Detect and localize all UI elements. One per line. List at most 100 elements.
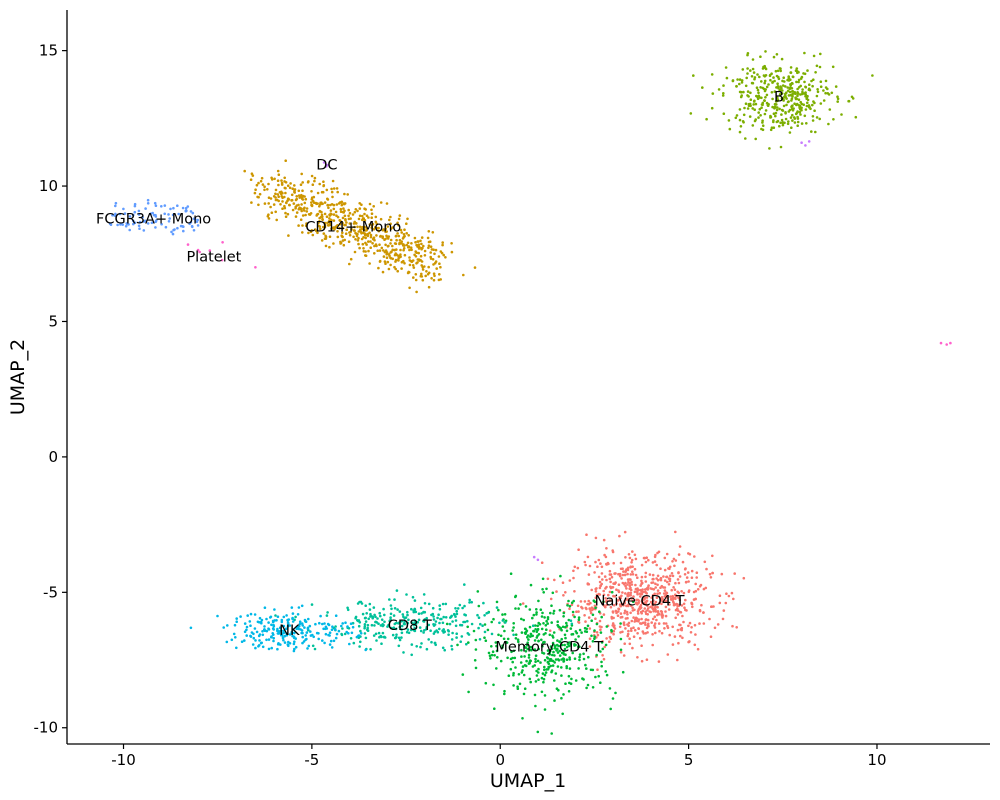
data-point xyxy=(357,624,361,628)
data-point xyxy=(190,224,194,228)
data-point xyxy=(432,278,436,282)
data-point xyxy=(695,576,698,579)
data-point xyxy=(400,628,403,631)
data-point xyxy=(398,638,402,642)
data-point xyxy=(400,624,404,628)
data-point xyxy=(568,579,572,582)
data-point xyxy=(263,185,266,188)
data-point xyxy=(424,274,428,278)
data-point xyxy=(779,85,782,88)
data-point xyxy=(346,606,349,610)
data-point xyxy=(690,569,694,573)
data-point xyxy=(564,653,567,656)
data-point xyxy=(310,196,314,199)
data-point xyxy=(750,81,754,85)
data-point xyxy=(252,636,256,640)
data-point xyxy=(646,604,649,607)
data-point xyxy=(626,634,629,638)
data-point xyxy=(280,618,284,622)
data-point xyxy=(272,633,275,636)
data-point xyxy=(186,205,190,208)
data-point xyxy=(358,225,362,229)
data-point xyxy=(677,571,680,574)
data-point xyxy=(654,582,657,586)
data-point xyxy=(406,241,410,245)
data-point xyxy=(305,222,308,225)
data-point xyxy=(797,70,800,74)
data-point xyxy=(439,250,443,253)
data-point xyxy=(564,625,567,629)
data-point xyxy=(397,217,401,221)
data-point xyxy=(560,666,563,669)
data-point xyxy=(749,98,753,101)
data-point xyxy=(772,112,776,115)
data-point xyxy=(347,240,351,243)
data-point xyxy=(410,607,413,611)
data-point xyxy=(331,625,334,628)
data-point xyxy=(690,576,694,579)
data-point xyxy=(735,85,738,88)
data-point xyxy=(429,257,433,260)
data-point xyxy=(407,245,411,248)
data-point xyxy=(680,590,683,593)
data-point xyxy=(477,616,481,619)
data-point xyxy=(574,630,578,633)
data-point xyxy=(375,244,378,248)
data-point xyxy=(543,668,546,672)
data-point xyxy=(836,100,839,103)
data-point xyxy=(556,639,559,642)
data-point xyxy=(490,632,494,636)
data-point xyxy=(542,680,545,684)
data-point xyxy=(542,677,546,681)
data-point xyxy=(423,602,427,605)
data-point xyxy=(540,690,544,694)
data-point xyxy=(319,202,323,206)
data-point xyxy=(770,91,774,94)
data-point xyxy=(311,644,315,648)
data-point xyxy=(553,661,556,664)
data-point xyxy=(710,605,713,608)
data-point xyxy=(304,634,308,637)
data-point xyxy=(257,644,261,647)
data-point xyxy=(274,192,277,196)
data-point xyxy=(420,272,423,276)
data-point xyxy=(401,613,405,616)
data-point xyxy=(526,644,529,647)
data-point xyxy=(398,214,402,217)
data-point xyxy=(523,627,527,631)
data-point xyxy=(812,54,816,58)
data-point xyxy=(323,221,327,225)
data-point xyxy=(388,619,392,623)
data-point xyxy=(626,623,629,626)
data-point xyxy=(177,212,180,216)
data-point xyxy=(258,616,262,620)
data-point xyxy=(688,621,692,625)
data-point xyxy=(523,655,526,658)
data-point xyxy=(474,648,478,651)
data-point xyxy=(352,222,356,225)
data-point xyxy=(375,639,378,642)
data-point xyxy=(612,632,615,636)
data-point xyxy=(319,227,322,231)
data-point xyxy=(542,622,545,625)
data-point xyxy=(208,249,212,252)
data-point xyxy=(436,630,440,634)
cluster-label: Platelet xyxy=(186,250,241,266)
data-point xyxy=(796,87,799,91)
data-point xyxy=(253,627,257,630)
data-point xyxy=(653,592,656,596)
data-point xyxy=(629,627,633,630)
data-point xyxy=(267,182,270,186)
data-point xyxy=(279,629,283,632)
data-point xyxy=(562,615,565,618)
data-point xyxy=(664,622,668,625)
data-point xyxy=(682,620,685,624)
data-point xyxy=(561,625,565,629)
data-point xyxy=(678,598,682,602)
data-point xyxy=(353,225,356,229)
data-point xyxy=(567,690,571,693)
data-point xyxy=(819,85,823,88)
data-point xyxy=(275,218,279,222)
data-point xyxy=(789,78,792,81)
data-point xyxy=(822,89,825,92)
